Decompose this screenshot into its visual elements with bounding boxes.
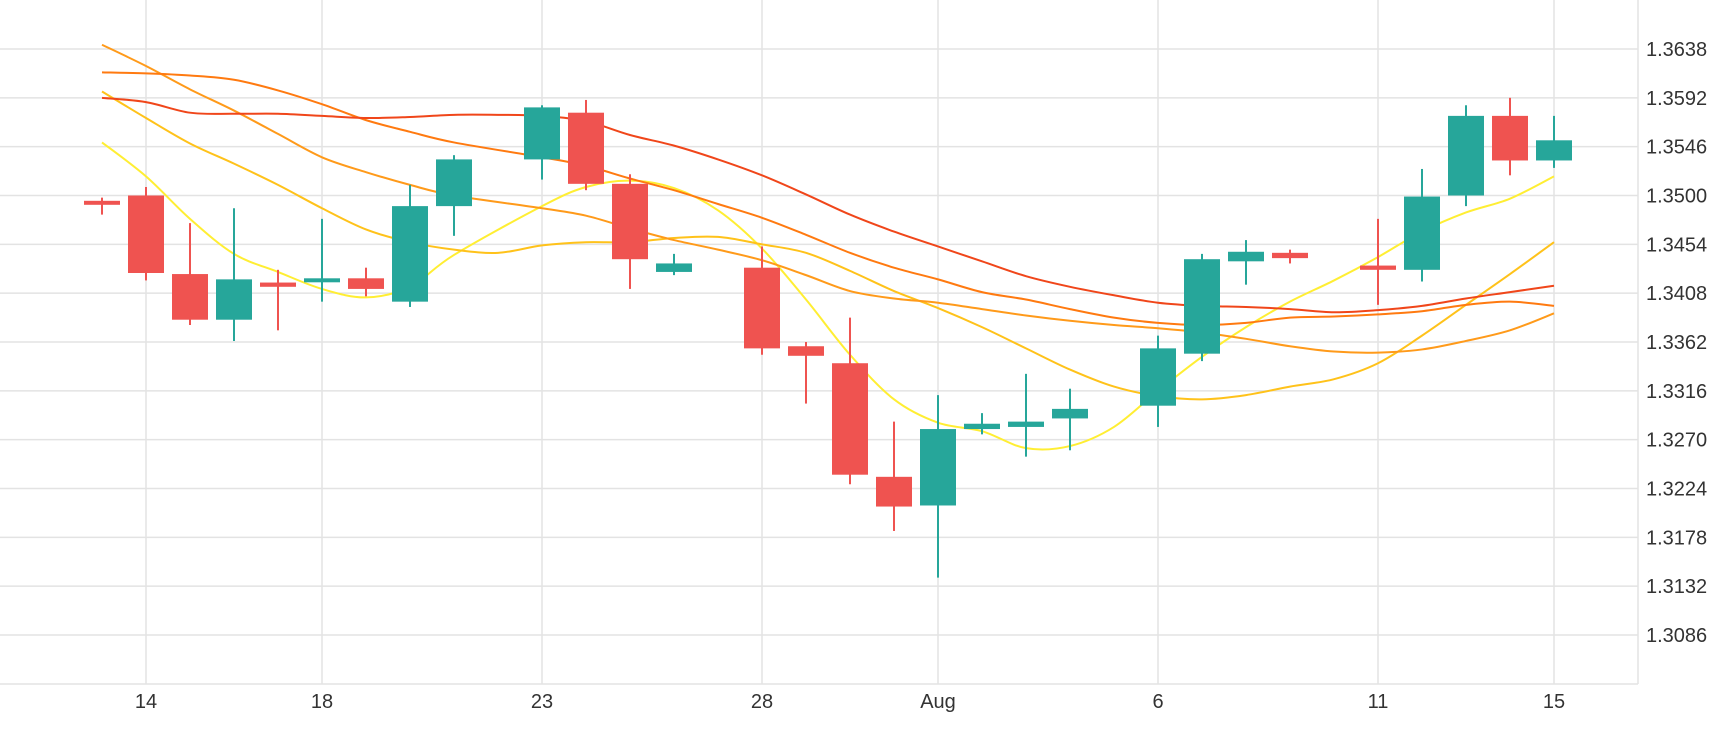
- y-tick-label: 1.3178: [1646, 527, 1707, 549]
- candle: [1360, 218, 1396, 305]
- candle: [920, 395, 956, 578]
- candle-body: [524, 107, 560, 160]
- candle-body: [84, 200, 120, 205]
- candle-body: [128, 195, 164, 273]
- candle-body: [1360, 265, 1396, 270]
- candle-body: [656, 263, 692, 272]
- candle: [656, 253, 692, 276]
- indicator-line: [101, 71, 1555, 327]
- y-tick-label: 1.3270: [1646, 430, 1707, 452]
- y-tick-label: 1.3132: [1646, 576, 1707, 598]
- y-tick-label: 1.3362: [1646, 332, 1707, 354]
- candle: [392, 184, 428, 307]
- candle-body: [568, 112, 604, 184]
- x-tick-label: 6: [1152, 691, 1163, 713]
- candle: [612, 174, 648, 289]
- candle: [1536, 115, 1572, 168]
- candle-body: [788, 346, 824, 356]
- y-tick-label: 1.3638: [1646, 39, 1707, 61]
- candle-body: [304, 278, 340, 283]
- x-tick-label: 15: [1543, 691, 1565, 713]
- candle: [876, 421, 912, 531]
- candle-body: [1052, 408, 1088, 419]
- y-tick-label: 1.3500: [1646, 186, 1707, 208]
- candle: [964, 413, 1000, 435]
- candle-body: [1184, 259, 1220, 354]
- candle-body: [436, 159, 472, 207]
- candle-body: [348, 278, 384, 289]
- candle-body: [964, 423, 1000, 430]
- candle: [348, 267, 384, 297]
- candle-body: [876, 476, 912, 507]
- candle-body: [1448, 115, 1484, 196]
- candle-body: [1404, 196, 1440, 270]
- candle: [1448, 105, 1484, 207]
- x-tick-label: 18: [311, 691, 333, 713]
- candle: [568, 99, 604, 191]
- candle: [436, 155, 472, 236]
- candle-body: [172, 274, 208, 320]
- indicator-line: [101, 96, 1555, 314]
- candle-body: [920, 429, 956, 506]
- candle: [1052, 388, 1088, 451]
- candle: [1008, 373, 1044, 457]
- x-axis-tick-labels: 14 18 23 28 Aug 6 11 15: [135, 691, 1565, 713]
- candles: [84, 97, 1572, 578]
- candle: [172, 223, 208, 326]
- indicator-line: [101, 90, 1555, 401]
- y-tick-label: 1.3224: [1646, 479, 1707, 501]
- candle: [1228, 240, 1264, 285]
- candle: [1492, 97, 1528, 176]
- indicator-line: [101, 43, 1555, 354]
- y-axis-tick-labels: 1.3638 1.3592 1.3546 1.3500 1.3454 1.3408 1.33…: [1646, 39, 1707, 647]
- candle: [832, 317, 868, 485]
- y-tick-label: 1.3086: [1646, 625, 1707, 647]
- x-tick-label: 28: [751, 691, 773, 713]
- indicator-lines: [101, 43, 1555, 451]
- y-tick-label: 1.3546: [1646, 137, 1707, 159]
- candle: [304, 218, 340, 302]
- x-tick-label: 14: [135, 691, 157, 713]
- candle-body: [832, 363, 868, 475]
- candle: [1184, 253, 1220, 362]
- candle-body: [744, 267, 780, 349]
- candle: [1272, 249, 1308, 264]
- candle: [260, 269, 296, 331]
- candle: [128, 187, 164, 281]
- candle-body: [1492, 115, 1528, 161]
- y-tick-label: 1.3592: [1646, 88, 1707, 110]
- candle-body: [1140, 348, 1176, 406]
- x-tick-label: 23: [531, 691, 553, 713]
- x-tick-label: Aug: [920, 691, 956, 713]
- candle-body: [260, 282, 296, 287]
- horizontal-grid-lines: [0, 48, 1638, 685]
- y-tick-label: 1.3316: [1646, 381, 1707, 403]
- candle-body: [612, 183, 648, 260]
- candle-body: [1536, 140, 1572, 161]
- indicator-line: [101, 141, 1555, 451]
- candle: [84, 197, 120, 215]
- candle: [744, 246, 780, 355]
- candle-body: [392, 206, 428, 302]
- candle-body: [216, 279, 252, 320]
- y-tick-label: 1.3454: [1646, 234, 1707, 256]
- candle-body: [1228, 251, 1264, 262]
- y-tick-label: 1.3408: [1646, 283, 1707, 305]
- candle: [524, 105, 560, 180]
- candle-body: [1008, 421, 1044, 427]
- candle-body: [1272, 252, 1308, 259]
- x-tick-label: 11: [1368, 691, 1389, 713]
- candle: [788, 342, 824, 404]
- candle: [216, 208, 252, 341]
- candle: [1404, 168, 1440, 282]
- candle: [1140, 335, 1176, 427]
